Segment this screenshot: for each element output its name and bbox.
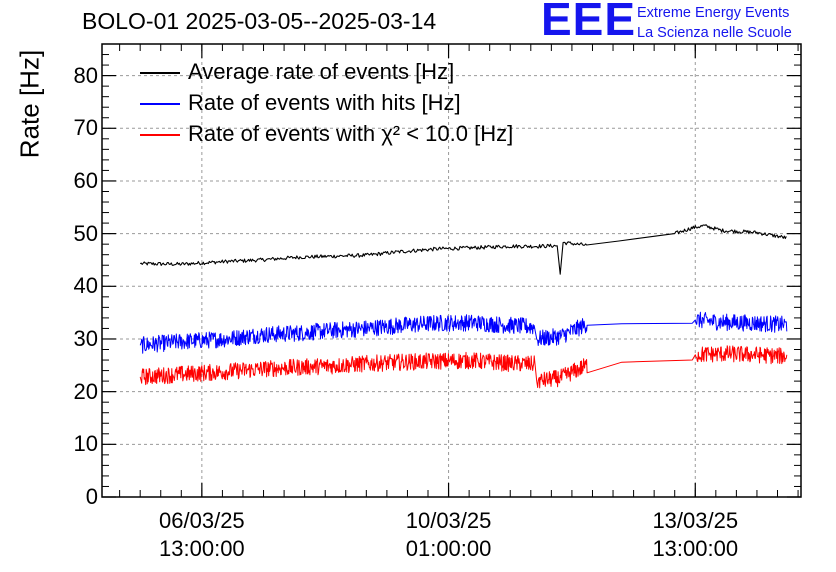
logo-line-2: La Scienza nelle Scuole	[637, 25, 792, 41]
legend-swatch-red	[140, 134, 180, 136]
eee-logo: EEE	[541, 0, 637, 45]
y-tick-label: 60	[73, 167, 98, 193]
logo-line-1: Extreme Energy Events	[637, 5, 790, 21]
x-tick-label: 06/03/25 13:00:00	[159, 508, 245, 561]
y-tick-label: 10	[73, 431, 98, 457]
legend-label: Rate of events with hits [Hz]	[188, 90, 461, 115]
legend-label: Average rate of events [Hz]	[188, 59, 455, 84]
plot-frame	[101, 43, 802, 498]
series-line-1	[139, 224, 787, 275]
legend-swatch-blue	[140, 103, 180, 105]
axis-ticks	[102, 43, 801, 498]
y-tick-label: 50	[73, 220, 98, 246]
y-tick-label: 20	[73, 378, 98, 404]
y-axis-label: Rate [Hz]	[14, 49, 45, 159]
series-line-3	[139, 345, 788, 389]
y-tick-label: 30	[73, 325, 98, 351]
y-tick-label: 80	[73, 62, 98, 88]
series-lines	[139, 224, 788, 389]
y-tick-label: 70	[73, 115, 98, 141]
y-tick-label: 40	[73, 273, 98, 299]
eee-logo-caption: Extreme Energy Events La Scienza nelle S…	[637, 3, 792, 43]
chart-title: BOLO-01 2025-03-05--2025-03-14	[82, 8, 437, 34]
legend-label: Rate of events with χ² < 10.0 [Hz]	[188, 121, 514, 146]
legend-swatch-black	[140, 72, 180, 74]
y-tick-label: 0	[85, 484, 98, 509]
x-tick-label: 13/03/25 13:00:00	[652, 508, 739, 561]
series-line-2	[139, 311, 788, 354]
x-tick-label: 10/03/25 01:00:00	[405, 508, 492, 561]
